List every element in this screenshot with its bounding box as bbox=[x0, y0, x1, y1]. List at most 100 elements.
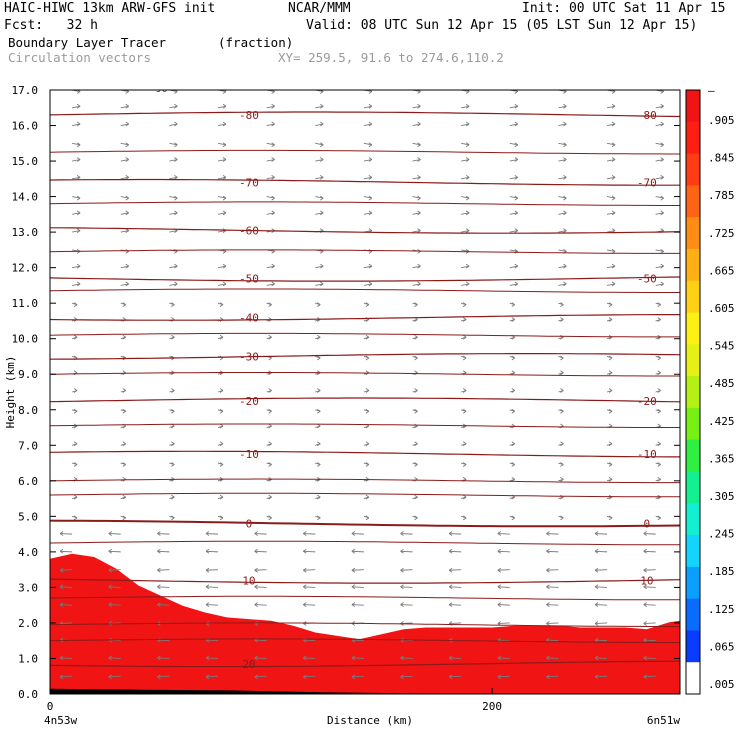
x-end-label: 6n51w bbox=[647, 714, 680, 727]
wind-vector bbox=[595, 622, 608, 624]
wind-vector bbox=[303, 550, 316, 553]
wind-vector-head bbox=[303, 567, 307, 573]
wind-vector-head bbox=[157, 602, 161, 607]
colorbar-label: .665 bbox=[708, 264, 735, 277]
wind-vector-head bbox=[222, 210, 227, 216]
temp-contour bbox=[50, 314, 680, 321]
wind-vector bbox=[497, 639, 510, 642]
x-start-label: 4n53w bbox=[44, 714, 77, 727]
wind-vector-head bbox=[465, 210, 470, 216]
wind-vector-head bbox=[448, 531, 453, 536]
wind-vector-head bbox=[222, 142, 227, 148]
wind-vector bbox=[449, 533, 462, 535]
wind-vector-head bbox=[73, 334, 78, 340]
wind-vector-head bbox=[157, 674, 161, 680]
wind-vector bbox=[497, 675, 510, 678]
temp-contour-label: -50 bbox=[637, 272, 657, 285]
temp-contour-label: 20 bbox=[242, 658, 255, 671]
wind-vector-head bbox=[660, 174, 664, 180]
wind-vector bbox=[461, 105, 470, 109]
wind-vector bbox=[157, 550, 170, 553]
wind-vector-head bbox=[268, 441, 272, 447]
temp-contour-label: 10 bbox=[640, 574, 653, 587]
colorbar-label: .605 bbox=[708, 302, 735, 315]
colorbar-swatch bbox=[686, 503, 700, 536]
wind-vector-head bbox=[122, 515, 126, 521]
wind-vector-head bbox=[546, 674, 550, 680]
wind-vector-head bbox=[320, 121, 324, 127]
colorbar-label: .485 bbox=[708, 377, 735, 390]
wind-vector-head bbox=[560, 476, 564, 482]
wind-vector-head bbox=[122, 408, 126, 414]
wind-vector-head bbox=[317, 302, 321, 308]
wind-vector-head bbox=[546, 548, 550, 554]
wind-vector-head bbox=[608, 441, 613, 447]
wind-vector-head bbox=[76, 142, 81, 148]
wind-vector-head bbox=[546, 584, 550, 590]
wind-vector-head bbox=[125, 142, 129, 148]
wind-vector-head bbox=[365, 408, 370, 414]
wind-vector bbox=[108, 622, 121, 624]
wind-vector-head bbox=[59, 674, 64, 680]
temp-contour bbox=[50, 111, 680, 118]
wind-vector-head bbox=[303, 655, 307, 661]
wind-vector-head bbox=[414, 515, 418, 521]
wind-vector-head bbox=[660, 121, 664, 127]
wind-vector bbox=[449, 586, 462, 588]
wind-vector bbox=[655, 265, 664, 269]
wind-vector-head bbox=[73, 302, 78, 308]
wind-vector-head bbox=[222, 157, 227, 162]
wind-vector-head bbox=[368, 157, 373, 162]
wind-vector-head bbox=[219, 462, 224, 467]
wind-vector-head bbox=[351, 548, 356, 554]
wind-vector-head bbox=[368, 210, 373, 216]
wind-vector bbox=[509, 230, 518, 233]
wind-vector bbox=[655, 283, 664, 286]
field-units: (fraction) bbox=[218, 35, 294, 50]
org-label: NCAR/MMM bbox=[288, 1, 351, 16]
wind-vector-head bbox=[657, 355, 661, 361]
wind-vector-head bbox=[365, 355, 370, 361]
wind-vector-head bbox=[59, 531, 64, 536]
wind-vector-head bbox=[660, 195, 664, 201]
wind-vector-head bbox=[254, 531, 258, 536]
wind-vector-head bbox=[400, 531, 404, 536]
wind-vector-head bbox=[222, 195, 227, 201]
wind-vector-head bbox=[414, 408, 418, 414]
temp-contour bbox=[50, 353, 680, 360]
wind-vector-head bbox=[174, 142, 178, 148]
wind-vector-head bbox=[511, 317, 516, 322]
wind-vector-head bbox=[400, 567, 404, 573]
wind-vector-head bbox=[465, 103, 470, 109]
wind-vector-head bbox=[317, 441, 321, 447]
wind-vector-head bbox=[271, 281, 275, 287]
wind-vector bbox=[655, 196, 664, 199]
wind-vector bbox=[595, 639, 608, 642]
wind-vector bbox=[254, 533, 267, 535]
temp-contour-minor bbox=[50, 478, 680, 484]
wind-vector-head bbox=[657, 462, 661, 467]
wind-vector-head bbox=[108, 655, 112, 661]
wind-vector-head bbox=[205, 548, 210, 554]
wind-vector bbox=[266, 105, 275, 109]
temp-contour-minor bbox=[50, 622, 680, 627]
colorbar-swatch bbox=[686, 535, 700, 568]
wind-vector bbox=[217, 159, 227, 162]
wind-vector-head bbox=[608, 370, 613, 376]
wind-vector bbox=[351, 639, 364, 642]
wind-vector-head bbox=[448, 548, 453, 554]
wind-vector-head bbox=[317, 334, 321, 340]
wind-vector-head bbox=[219, 302, 224, 308]
wind-vector-head bbox=[222, 121, 227, 127]
wind-vector-head bbox=[320, 263, 324, 269]
wind-vector-head bbox=[514, 228, 519, 233]
wind-vector-head bbox=[365, 515, 370, 521]
wind-vector bbox=[266, 123, 275, 126]
wind-vector bbox=[120, 230, 129, 233]
wind-vector-head bbox=[608, 408, 613, 414]
wind-vector-head bbox=[594, 584, 599, 590]
wind-vector-head bbox=[611, 142, 616, 148]
y-tick-label: 5.0 bbox=[18, 510, 38, 523]
wind-vector bbox=[266, 176, 275, 180]
wind-vector bbox=[72, 196, 81, 199]
